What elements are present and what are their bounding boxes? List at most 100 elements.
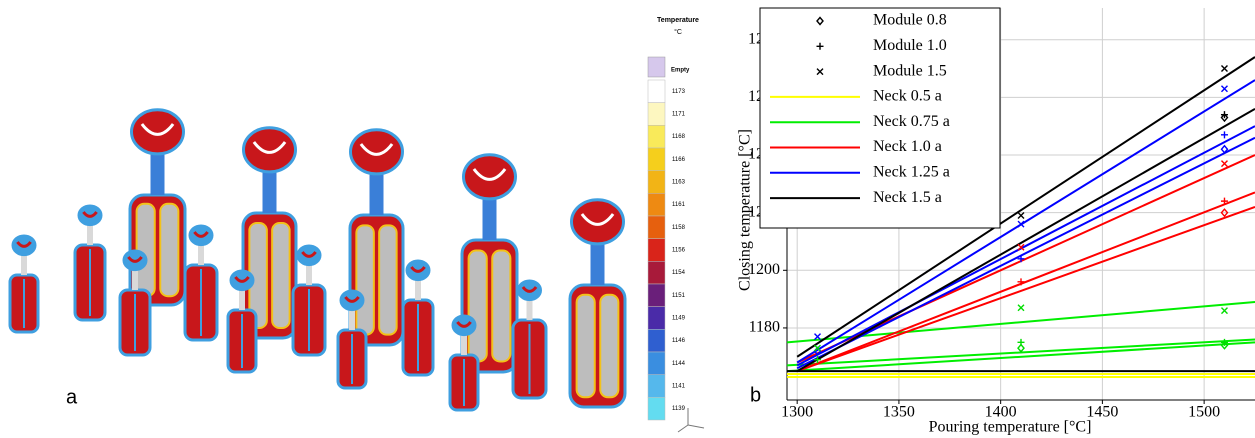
colorbar-swatch [647, 261, 666, 285]
casting-head-mark [580, 213, 615, 226]
casting-core [467, 249, 488, 363]
panel-label: b [750, 384, 761, 406]
casting-neck [590, 240, 605, 285]
colorbar-label: 1173 [672, 89, 686, 95]
colorbar-swatch [647, 170, 666, 194]
casting-head-mark [140, 123, 175, 136]
colorbar-unit: °C [674, 28, 682, 36]
colorbar-label: 1139 [672, 406, 686, 412]
casting-head-mark [344, 296, 360, 303]
fit-line [796, 108, 1255, 373]
casting-neck [262, 168, 277, 213]
marker [1220, 197, 1228, 205]
colorbar-swatch [647, 215, 666, 239]
marker [1017, 304, 1025, 312]
casting-core [159, 202, 180, 298]
colorbar-empty: Empty [671, 68, 690, 74]
y-tick-label: 1200 [748, 261, 780, 278]
casting-head [462, 153, 517, 201]
simulation-render [8, 108, 627, 412]
fit-line [796, 191, 1255, 373]
colorbar-swatch [647, 283, 666, 307]
fit-line [796, 56, 1255, 358]
colorbar-swatch [647, 306, 666, 330]
marker [1220, 65, 1228, 73]
colorbar-swatch [647, 147, 666, 171]
marker [814, 333, 822, 341]
marker [1017, 220, 1025, 228]
marker [1220, 208, 1229, 218]
casting-neck [415, 278, 421, 300]
colorbar-swatch [647, 125, 666, 149]
casting-head-mark [301, 251, 317, 258]
colorbar-label: 1171 [672, 112, 686, 118]
casting-head-mark [359, 143, 394, 156]
legend-label: Module 1.0 [873, 37, 947, 54]
casting-head-mark [234, 276, 250, 283]
colorbar-label: 1144 [672, 361, 686, 367]
fit-line [796, 205, 1255, 373]
y-axis-label: Closing temperature [°C] [737, 129, 754, 291]
marker [1220, 338, 1228, 346]
legend-label: Neck 0.5 a [873, 88, 942, 105]
legend-label: Neck 1.5 a [873, 189, 942, 206]
colorbar-label: 1151 [672, 293, 686, 299]
colorbar-swatch [647, 351, 666, 375]
colorbar-label: 1161 [672, 202, 686, 208]
colorbar-swatch [647, 102, 666, 126]
casting-neck [150, 150, 165, 195]
marker [1220, 307, 1228, 315]
colorbar-empty-swatch [647, 56, 666, 78]
casting-head-mark [410, 266, 426, 273]
casting-neck [369, 170, 384, 215]
marker [814, 344, 822, 352]
fit-line [796, 136, 1255, 370]
legend-label: Neck 0.75 a [873, 113, 950, 130]
casting-neck [239, 288, 245, 310]
casting-neck [349, 308, 355, 330]
x-tick-label: 1350 [883, 404, 915, 421]
legend-label: Module 1.5 [873, 62, 947, 79]
marker [1220, 160, 1228, 168]
casting-neck [198, 243, 204, 265]
casting-head-mark [193, 231, 209, 238]
x-axis-label: Pouring temperature [°C] [929, 419, 1092, 436]
marker [1220, 111, 1228, 119]
marker [1017, 255, 1025, 263]
marker [1017, 343, 1025, 353]
marker [1220, 131, 1228, 139]
colorbar-label: 1156 [672, 248, 686, 254]
marker [1220, 340, 1229, 350]
axes-triad [677, 408, 705, 433]
x-tick-label: 1450 [1086, 404, 1118, 421]
legend-label: Neck 1.25 a [873, 163, 950, 180]
colorbar-label: 1158 [672, 225, 686, 231]
colorbar-label: 1163 [672, 180, 686, 186]
casting-head-mark [252, 141, 287, 154]
legend-label: Neck 1.0 a [873, 138, 942, 155]
casting-head [242, 126, 297, 174]
casting-neck [21, 253, 27, 275]
marker [1220, 144, 1229, 154]
casting-core [355, 224, 375, 336]
colorbar-swatch [647, 193, 666, 217]
marker [1017, 243, 1025, 251]
casting-neck [482, 195, 497, 240]
x-tick-label: 1500 [1188, 404, 1220, 421]
colorbar-title: Temperature [657, 17, 699, 24]
marker [816, 42, 824, 50]
marker [816, 68, 824, 76]
casting-head [570, 198, 625, 246]
marker [814, 356, 822, 364]
casting-head-mark [456, 321, 472, 328]
casting-head [349, 128, 404, 176]
casting-head-mark [16, 241, 32, 248]
colorbar-swatch [647, 79, 666, 103]
casting-head-mark [127, 256, 143, 263]
casting-neck [87, 223, 93, 245]
casting-core [575, 293, 596, 399]
casting-core [271, 222, 291, 329]
fit-line [796, 125, 1255, 367]
marker [1017, 338, 1025, 346]
x-tick-label: 1400 [985, 404, 1017, 421]
